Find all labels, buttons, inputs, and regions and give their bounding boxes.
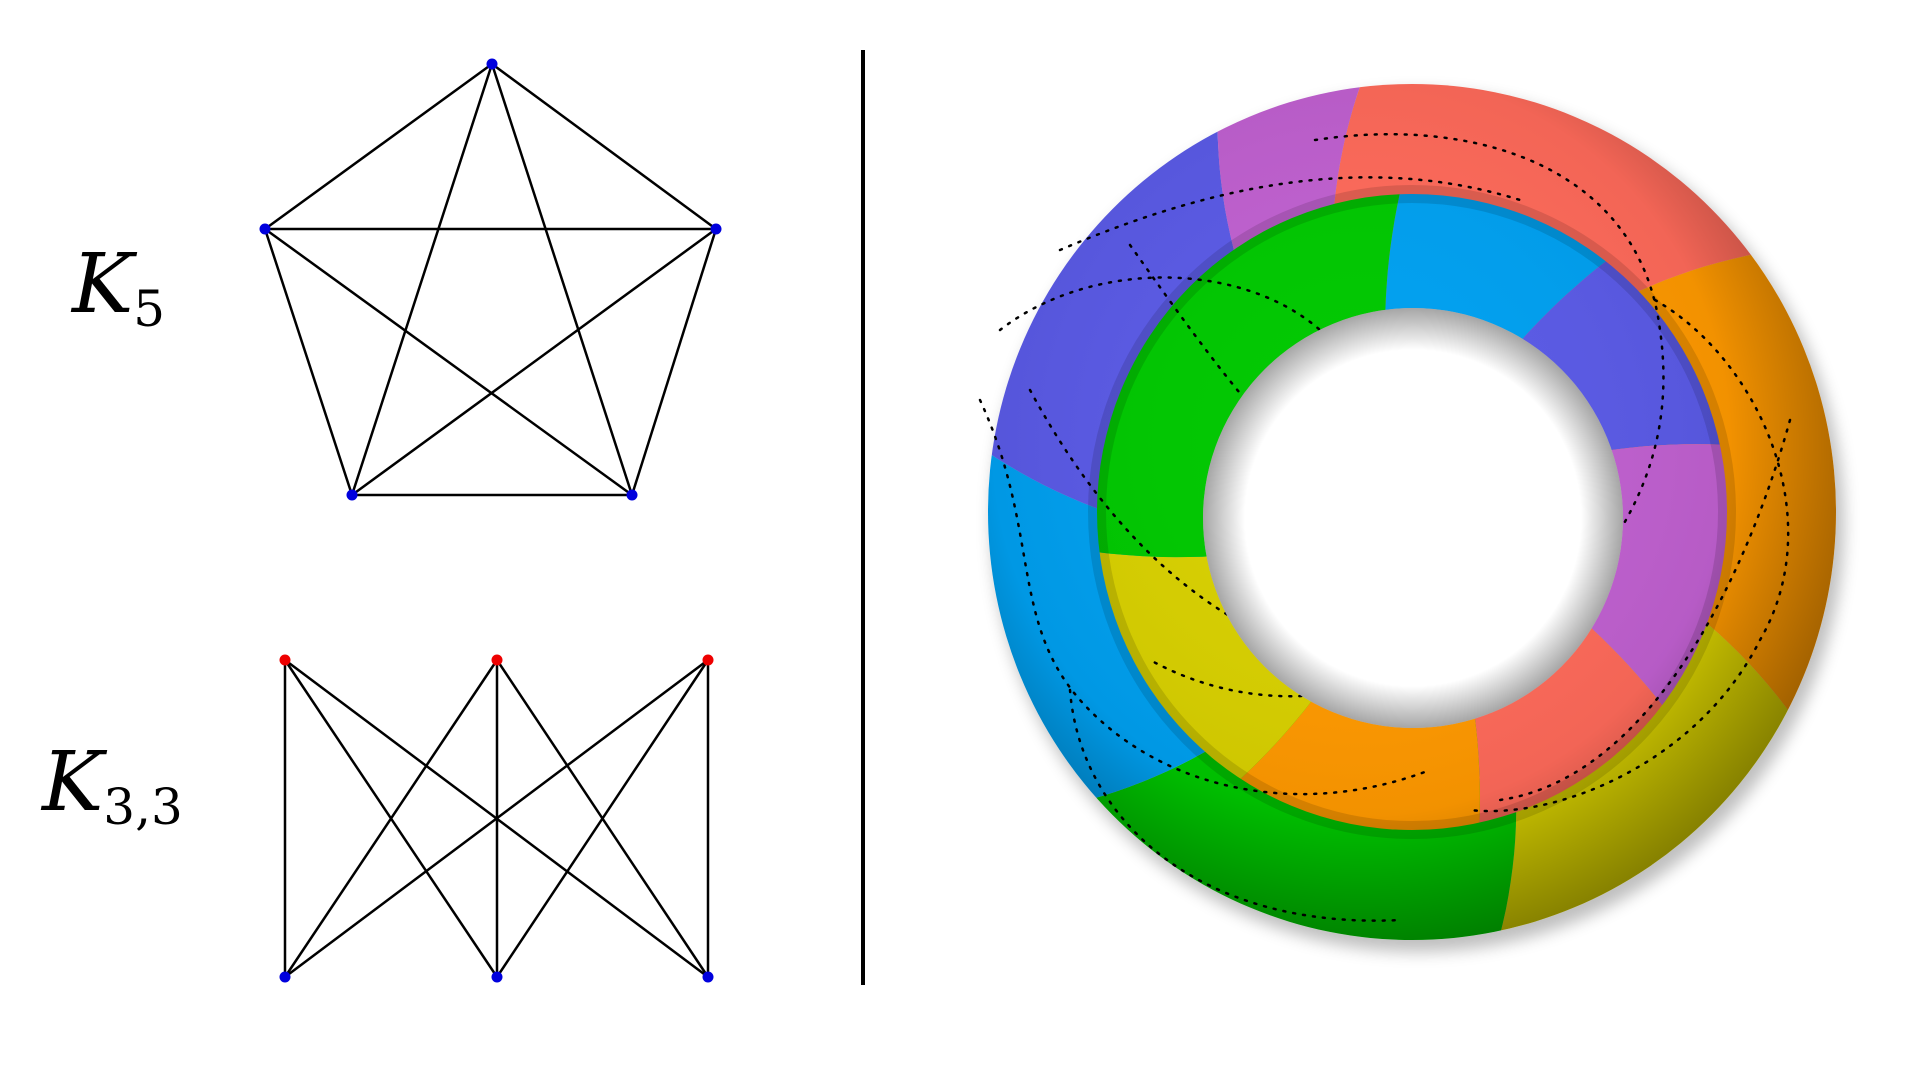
k5-label: K5 (70, 237, 165, 338)
k33-edge-3 (283, 659, 499, 978)
k5-edge-8 (264, 227, 633, 497)
torus-boundary-7 (1128, 243, 1562, 622)
torus-boundary-0 (1313, 133, 1665, 642)
k33-bottom-vertex-0 (279, 971, 291, 983)
k5-edge-3 (264, 62, 493, 231)
k33-label: K3,3 (40, 735, 183, 836)
k5-edge-2 (350, 63, 494, 496)
torus-boundary-3 (998, 276, 1322, 332)
k5-edge-5 (351, 227, 717, 497)
k5-graph: K5 (70, 58, 722, 501)
torus-boundary-1 (1468, 298, 1790, 813)
k5-vertex-0 (486, 58, 498, 70)
k5-vertex-4 (259, 223, 271, 235)
torus-boundary-6 (1058, 176, 1522, 252)
k5-edge-0 (491, 62, 717, 231)
torus-rim-shading (1088, 185, 1736, 839)
torus-boundary-4 (978, 398, 1432, 796)
k33-edge-7 (495, 659, 710, 978)
k5-vertex-3 (346, 489, 358, 501)
k33-top-vertex-2 (702, 654, 714, 666)
k33-graph: K3,3 (40, 654, 714, 983)
k33-top-vertex-0 (279, 654, 291, 666)
k33-edge-6 (284, 658, 709, 979)
k33-edges (283, 658, 710, 979)
k33-vertices (279, 654, 714, 983)
k33-bottom-vertex-2 (702, 971, 714, 983)
k5-vertex-2 (626, 489, 638, 501)
k5-edge-9 (263, 228, 354, 496)
torus-map (978, 84, 1844, 952)
torus-boundary-5 (1068, 688, 1402, 922)
k5-edge-4 (630, 228, 718, 496)
k33-bottom-vertex-1 (491, 971, 503, 983)
k33-top-vertex-1 (491, 654, 503, 666)
torus-hole-shadow (1203, 308, 1623, 728)
k5-vertices (259, 58, 722, 501)
k5-edge-1 (490, 63, 634, 496)
k5-edges (263, 62, 718, 497)
k5-vertex-1 (710, 223, 722, 235)
